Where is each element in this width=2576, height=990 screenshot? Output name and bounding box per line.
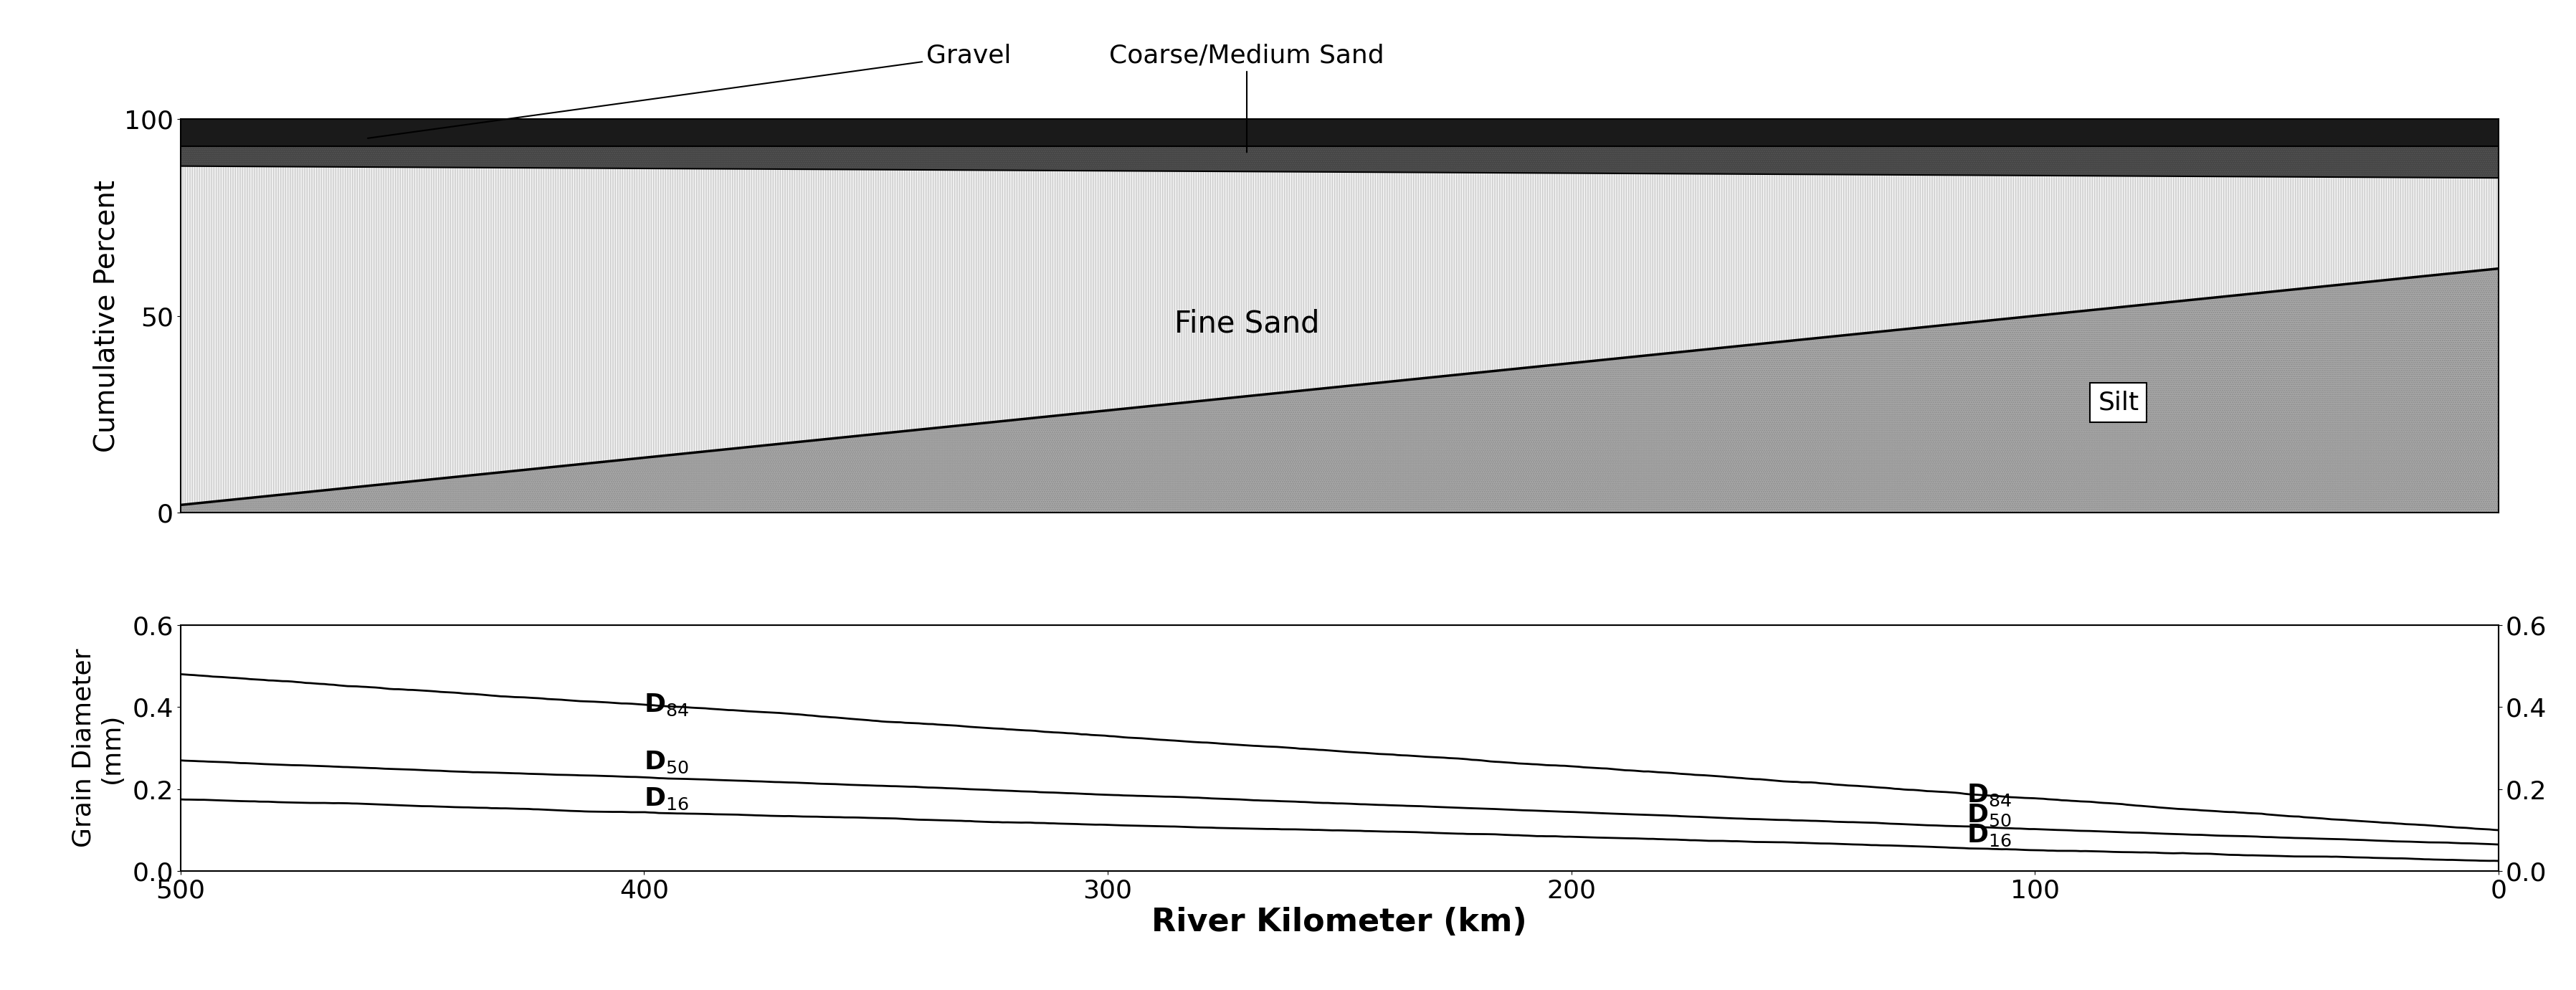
Text: $\mathbf{D}_{16}$: $\mathbf{D}_{16}$ xyxy=(1965,823,2012,847)
Text: Gravel: Gravel xyxy=(368,44,1010,139)
X-axis label: River Kilometer (km): River Kilometer (km) xyxy=(1151,907,1528,938)
Y-axis label: Grain Diameter
(mm): Grain Diameter (mm) xyxy=(72,648,124,847)
Y-axis label: Cumulative Percent: Cumulative Percent xyxy=(93,179,121,452)
Text: $\mathbf{D}_{50}$: $\mathbf{D}_{50}$ xyxy=(644,749,688,775)
Text: $\mathbf{D}_{84}$: $\mathbf{D}_{84}$ xyxy=(644,692,690,718)
Text: $\mathbf{D}_{16}$: $\mathbf{D}_{16}$ xyxy=(644,786,690,812)
Text: Fine Sand: Fine Sand xyxy=(1175,309,1319,339)
Text: $\mathbf{D}_{84}$: $\mathbf{D}_{84}$ xyxy=(1965,782,2012,808)
Text: Coarse/Medium Sand: Coarse/Medium Sand xyxy=(1110,44,1383,152)
Text: $\mathbf{D}_{50}$: $\mathbf{D}_{50}$ xyxy=(1968,803,2012,828)
Text: Silt: Silt xyxy=(2097,390,2138,415)
